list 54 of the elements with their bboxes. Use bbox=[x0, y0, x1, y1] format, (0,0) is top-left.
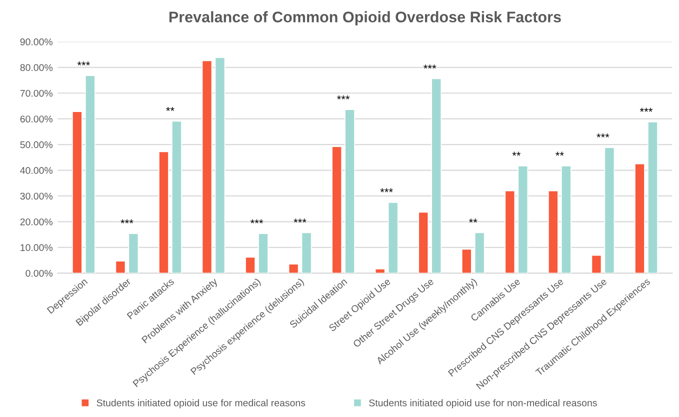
y-tick-label: 40.00% bbox=[20, 167, 53, 174]
bar bbox=[374, 268, 386, 274]
annotation: *** bbox=[380, 188, 393, 192]
annotation: *** bbox=[250, 219, 264, 224]
bar bbox=[648, 122, 658, 274]
annotation: *** bbox=[337, 95, 350, 100]
bar bbox=[158, 151, 169, 274]
bar bbox=[301, 232, 312, 274]
annotation: ** bbox=[469, 218, 478, 223]
annotation: ** bbox=[556, 152, 564, 156]
bar bbox=[84, 75, 96, 274]
bar bbox=[115, 260, 126, 274]
bar bbox=[461, 248, 472, 274]
bar bbox=[245, 256, 256, 274]
legend-label: Students initiated opioid use for medical reasons bbox=[96, 399, 306, 408]
bar bbox=[474, 232, 485, 274]
y-tick-label: 60.00% bbox=[20, 116, 53, 122]
annotation: *** bbox=[77, 62, 90, 66]
y-tick-label: 20.00% bbox=[20, 218, 53, 226]
y-tick-label: 70.00% bbox=[20, 90, 53, 97]
bar bbox=[172, 120, 182, 274]
bar bbox=[591, 254, 602, 274]
y-tick-label: 0.00% bbox=[26, 270, 53, 277]
annotation: *** bbox=[596, 134, 610, 138]
annotation: *** bbox=[640, 108, 653, 112]
bar bbox=[72, 111, 82, 274]
bar bbox=[128, 233, 139, 274]
bar bbox=[258, 233, 268, 274]
bar bbox=[388, 202, 398, 274]
bar bbox=[214, 57, 226, 274]
legend-label: Students initiated opioid use for non-medical reasons bbox=[369, 399, 597, 408]
bar bbox=[518, 165, 528, 274]
chart-title: Prevalance of Common Opioid Overdose Risk Factors bbox=[169, 11, 561, 26]
bar bbox=[604, 147, 615, 274]
bar bbox=[548, 190, 558, 274]
bar bbox=[431, 78, 442, 274]
bar bbox=[332, 146, 342, 274]
bar bbox=[561, 165, 572, 274]
bar bbox=[418, 212, 429, 274]
annotation: *** bbox=[120, 219, 134, 224]
annotation: ** bbox=[512, 152, 521, 156]
bar bbox=[344, 109, 355, 274]
y-tick-label: 90.00% bbox=[20, 38, 53, 46]
y-tick-label: 10.00% bbox=[20, 244, 53, 252]
y-tick-label: 50.00% bbox=[20, 141, 53, 148]
annotation: *** bbox=[294, 218, 306, 223]
bar bbox=[288, 264, 299, 274]
y-tick-label: 30.00% bbox=[20, 192, 53, 200]
bar bbox=[202, 60, 212, 274]
annotation: ** bbox=[166, 107, 174, 111]
bar bbox=[504, 190, 516, 274]
annotation: *** bbox=[424, 64, 436, 69]
y-tick-label: 80.00% bbox=[20, 64, 53, 72]
bar bbox=[634, 163, 645, 274]
